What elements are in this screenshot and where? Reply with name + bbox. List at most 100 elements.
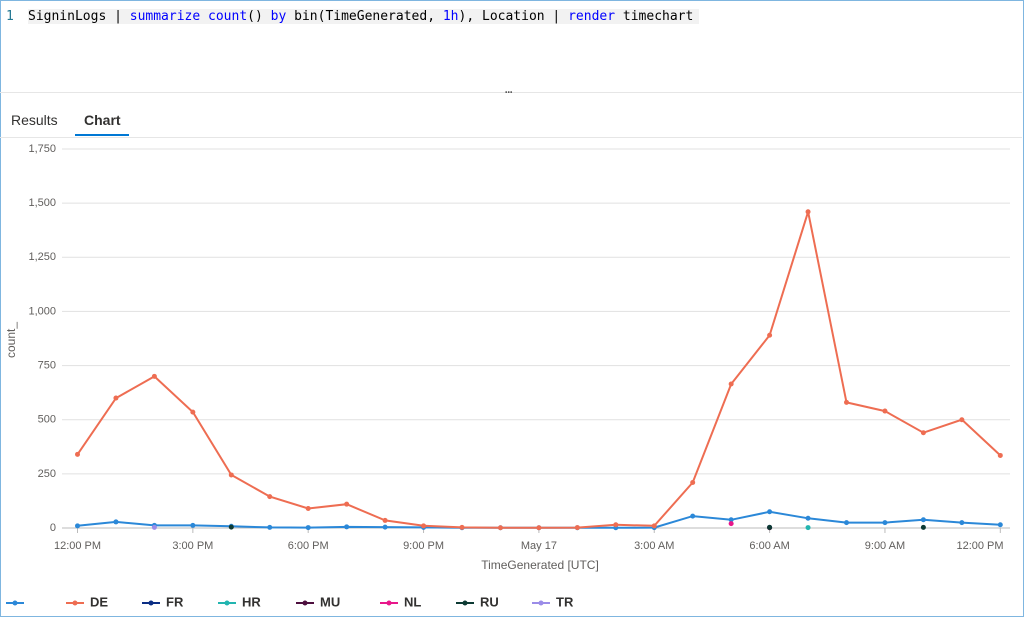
data-point [228,472,234,478]
data-point [190,409,196,415]
legend-marker [12,600,18,606]
query-token: summarize [129,9,201,24]
x-tick-label: May 17 [521,540,557,552]
query-token: ), Location | [458,9,569,24]
splitter[interactable]: ⋯ [505,85,513,99]
legend-marker [462,600,468,606]
data-point [844,399,849,405]
data-point [267,524,273,530]
query-editor[interactable]: 1 SigninLogs | summarize count() by bin(… [0,0,1022,99]
legend-marker [302,600,308,606]
data-point [805,209,811,215]
divider [0,137,1022,138]
legend-label: RU [480,594,499,609]
data-point [151,373,157,379]
data-point [536,525,542,531]
y-tick-label: 750 [38,359,56,371]
legend-label: MU [320,594,340,609]
tab-indicator [75,134,129,136]
y-tick-label: 0 [50,522,56,534]
legend-label: TR [556,594,574,609]
data-point [344,501,350,507]
data-point [805,525,811,531]
data-point [844,520,849,526]
data-point [882,520,888,526]
data-point [920,517,926,523]
data-point [497,525,503,531]
query-token: render [568,9,616,24]
data-point [959,520,965,526]
x-tick-label: 12:00 PM [54,540,101,552]
data-point [305,506,311,512]
query-token: bin(TimeGenerated, [286,9,443,24]
y-tick-label: 1,500 [28,197,56,209]
legend-marker [148,600,154,606]
data-point [651,523,657,529]
data-point [728,521,734,527]
legend-label: DE [90,594,108,609]
x-tick-label: 3:00 AM [634,540,674,552]
legend-marker [72,600,78,606]
y-tick-label: 1,750 [28,143,56,155]
data-point [690,513,696,519]
data-point [920,524,926,530]
query-token: timechart [615,9,694,24]
query-token: 1h [442,9,459,24]
x-tick-label: 3:00 PM [172,540,213,552]
data-point [228,524,234,530]
data-point [75,451,80,457]
data-point [459,524,465,530]
data-point [574,525,580,531]
data-point [997,522,1003,528]
y-tick-label: 250 [38,468,56,480]
legend-label: HR [242,594,261,609]
x-tick-label: 9:00 AM [865,540,905,552]
data-point [767,332,773,338]
data-point [767,509,773,515]
data-point [113,395,119,401]
x-tick-label: 6:00 PM [288,540,329,552]
data-point [113,519,119,525]
query-text[interactable]: SigninLogs | summarize count() by bin(Ti… [28,9,700,24]
data-point [344,524,350,530]
data-point [151,524,157,530]
data-point [728,381,734,387]
data-point [959,417,965,423]
tab-active[interactable]: Chart [84,112,121,128]
y-tick-label: 1,000 [28,305,56,317]
data-point [305,525,311,531]
data-point [75,523,80,529]
data-point [421,523,427,529]
x-axis-label: TimeGenerated [UTC] [481,558,599,572]
y-axis-label: count_ [4,322,18,358]
data-point [767,524,773,530]
legend-label: FR [166,594,184,609]
query-token: () [247,9,271,24]
data-point [997,452,1003,458]
y-tick-label: 1,250 [28,251,56,263]
line-number: 1 [6,9,14,24]
data-point [382,517,388,523]
legend-label: NL [404,594,421,609]
y-tick-label: 500 [38,414,56,426]
data-point [267,494,273,500]
query-token: by [270,9,287,24]
data-point [728,517,734,523]
legend-marker [224,600,230,606]
data-point [190,522,196,528]
legend-marker [386,600,392,606]
x-tick-label: 9:00 PM [403,540,444,552]
x-tick-label: 6:00 AM [749,540,789,552]
data-point [613,522,619,528]
data-point [882,408,888,414]
query-token: SigninLogs | [28,9,130,24]
data-point [805,515,811,521]
query-token: count [208,9,248,24]
data-point [920,430,926,436]
x-tick-label: 12:00 PM [956,540,1003,552]
tab[interactable]: Results [11,112,58,128]
legend-marker [538,600,544,606]
data-point [382,524,388,530]
